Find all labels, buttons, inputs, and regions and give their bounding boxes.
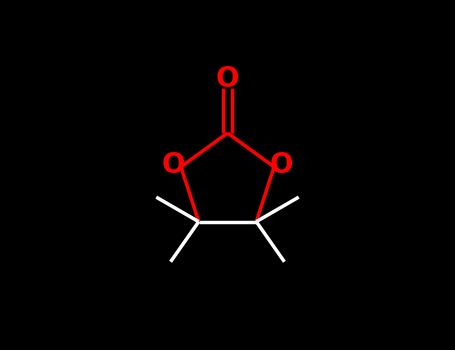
Text: O: O — [162, 151, 185, 179]
Text: O: O — [270, 151, 293, 179]
Text: O: O — [216, 65, 239, 93]
